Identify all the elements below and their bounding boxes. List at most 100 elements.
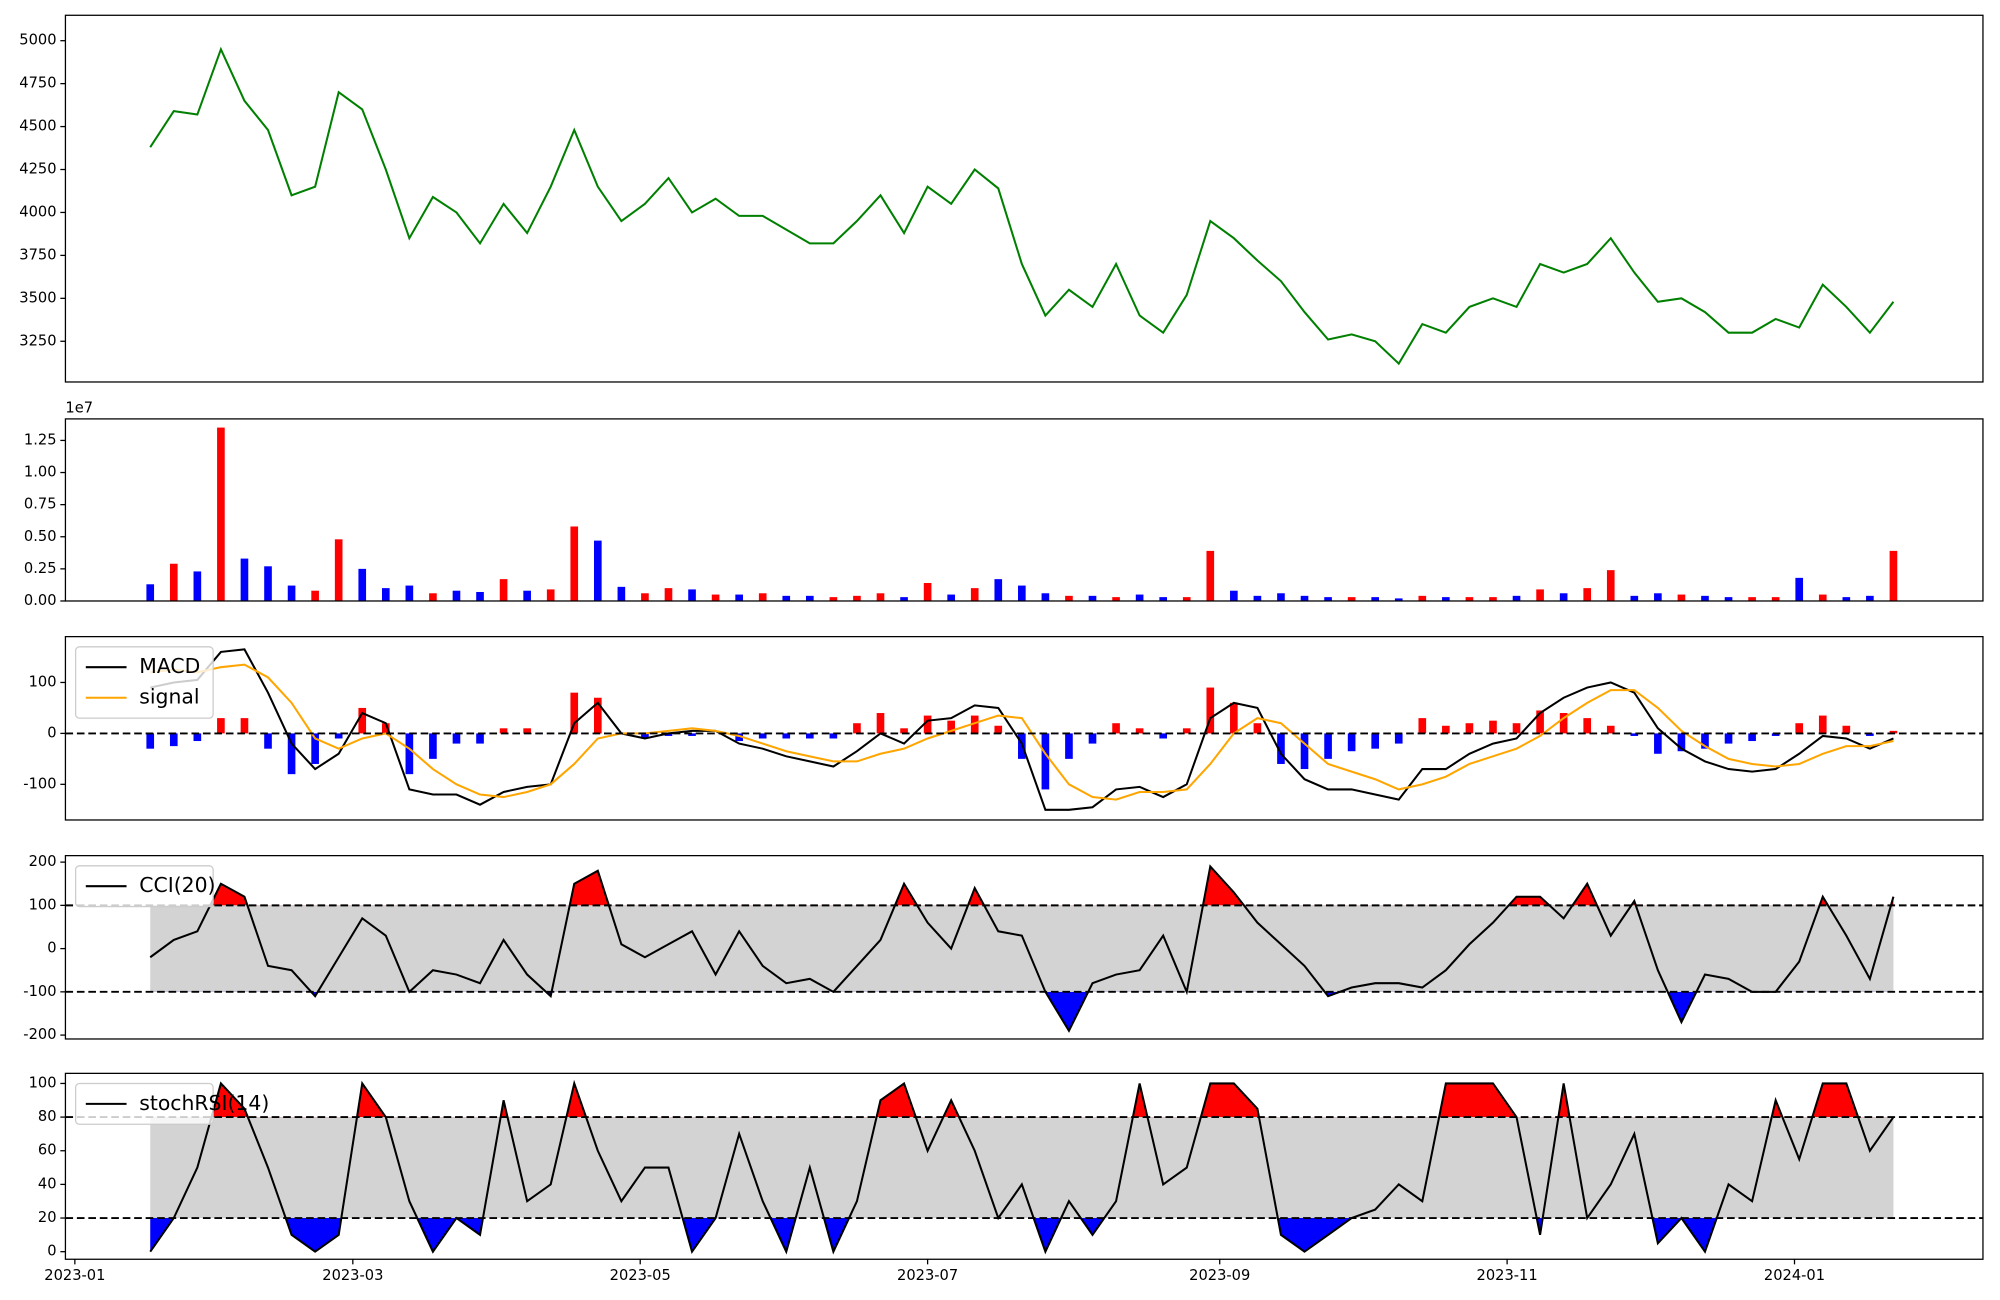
- volume-bar: [758, 593, 767, 601]
- volume-bar: [829, 597, 838, 601]
- y-tick-label: 4750: [19, 75, 56, 92]
- below-fill: [150, 1218, 1894, 1252]
- y-tick-label: 0.75: [24, 496, 57, 513]
- histogram-bar: [1630, 733, 1639, 736]
- volume-bar: [735, 594, 743, 601]
- y-tick-label: 20: [38, 1209, 57, 1226]
- histogram-bar: [1065, 733, 1073, 759]
- y-tick-label: 100: [29, 896, 57, 913]
- y-tick-label: 0: [47, 940, 56, 957]
- volume-bar: [358, 568, 367, 601]
- volume-bar: [593, 540, 602, 601]
- legend-box: [74, 865, 214, 908]
- volume-bar: [334, 539, 343, 601]
- volume-bar: [311, 590, 319, 601]
- panel-frame: [64, 635, 1984, 821]
- neutral-band: [150, 1117, 1894, 1219]
- volume-bar: [1654, 593, 1662, 601]
- histogram-bar: [1536, 710, 1544, 734]
- histogram-bar: [1324, 733, 1332, 759]
- volume-bar: [570, 526, 579, 601]
- volume-bar: [1182, 597, 1191, 601]
- y-tick-label: 0.50: [24, 528, 57, 545]
- series-line: [150, 663, 1894, 801]
- histogram-bar: [381, 723, 390, 734]
- panel: [146, 648, 1898, 811]
- histogram-bar: [829, 733, 838, 739]
- volume-bar: [1724, 597, 1733, 601]
- x-tick-label: 2023-07: [897, 1267, 958, 1284]
- x-tick-label: 2023-11: [1477, 1267, 1538, 1284]
- y-tick-label: 60: [38, 1142, 57, 1159]
- histogram-bar: [758, 733, 767, 739]
- volume-bar: [1512, 595, 1521, 601]
- histogram-bar: [1771, 733, 1780, 736]
- legend-label: MACD: [139, 654, 200, 678]
- histogram-bar: [1677, 733, 1686, 752]
- y-tick-label: 5000: [19, 32, 56, 49]
- panel: [146, 427, 1898, 601]
- volume-bar: [146, 584, 155, 601]
- y-tick-label: 80: [38, 1108, 57, 1125]
- histogram-bar: [499, 728, 508, 734]
- volume-bar: [1253, 595, 1262, 601]
- axis-offset-label: 1e7: [65, 400, 93, 417]
- legend-label: CCI(20): [139, 873, 215, 897]
- y-tick-label: 0: [47, 1243, 56, 1260]
- volume-bar: [970, 588, 979, 601]
- histogram-bar: [900, 728, 908, 734]
- legend: stochRSI(14): [74, 1082, 269, 1125]
- y-tick-label: 4500: [19, 118, 56, 135]
- histogram-bar: [1606, 725, 1615, 734]
- volume-bar: [1300, 595, 1309, 601]
- histogram-bar: [1489, 720, 1497, 734]
- histogram-bar: [217, 718, 225, 734]
- volume-bar: [1088, 595, 1097, 601]
- volume-bar: [1324, 597, 1332, 601]
- histogram-bar: [1418, 718, 1427, 734]
- volume-bar: [523, 590, 531, 601]
- volume-bar: [1018, 585, 1026, 601]
- volume-bar: [641, 593, 649, 601]
- histogram-bar: [193, 733, 202, 742]
- histogram-bar: [1088, 733, 1097, 744]
- histogram-bar: [476, 733, 484, 744]
- histogram-bar: [1277, 733, 1285, 764]
- volume-bar: [1889, 550, 1898, 601]
- x-tick-label: 2023-01: [44, 1267, 105, 1284]
- histogram-bar: [1583, 718, 1592, 734]
- histogram-bar: [1818, 715, 1827, 734]
- volume-bar: [1583, 588, 1592, 601]
- y-tick-label: 1.25: [24, 431, 57, 448]
- volume-bar: [664, 588, 673, 601]
- y-tick-label: -200: [23, 1026, 56, 1043]
- histogram-bar: [1347, 733, 1356, 752]
- volume-bar: [1536, 589, 1544, 601]
- panel: [149, 864, 1895, 1033]
- histogram-bar: [1112, 723, 1120, 734]
- histogram-bar: [1559, 713, 1568, 734]
- volume-bar: [217, 427, 225, 601]
- volume-bar: [1112, 597, 1120, 601]
- histogram-bar: [1795, 723, 1804, 734]
- volume-bar: [1418, 595, 1427, 601]
- legend-label: stochRSI(14): [139, 1091, 269, 1115]
- volume-bar: [1394, 598, 1403, 601]
- volume-bar: [1041, 593, 1050, 601]
- legend-box: [74, 646, 214, 719]
- volume-bar: [452, 590, 461, 601]
- series-line: [149, 864, 1895, 1033]
- histogram-bar: [334, 733, 343, 739]
- histogram-bar: [876, 713, 885, 734]
- histogram-bar: [782, 733, 791, 739]
- histogram-bar: [1253, 723, 1262, 734]
- volume-bar: [1442, 597, 1450, 601]
- histogram-bar: [1866, 733, 1874, 736]
- histogram-bar: [1182, 728, 1191, 734]
- histogram-bar: [1701, 733, 1709, 749]
- histogram-bar: [1041, 733, 1050, 790]
- volume-bar: [1159, 597, 1167, 601]
- volume-bar: [923, 582, 932, 601]
